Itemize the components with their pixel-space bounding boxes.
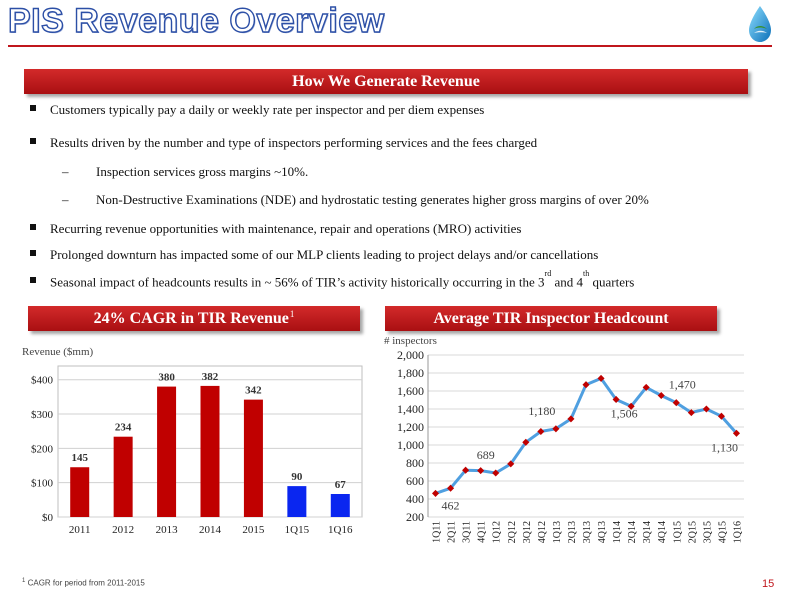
x-tick-label: 2012 [112,524,134,536]
data-point [477,467,485,475]
revenue-bar-chart: Revenue ($mm) $0 $100 $200 $300 $400 145 2011 23… [22,346,363,536]
page-title: PIS Revenue Overview [7,1,385,40]
y-tick-label: 1,600 [397,384,424,398]
y-axis-label: # inspectors [384,335,437,347]
x-tick-label: 2Q11 [447,521,458,543]
data-annotation: 1,470 [669,378,696,392]
bar [330,494,350,517]
bar [287,486,307,517]
x-tick-label: 4Q12 [537,521,548,543]
y-tick-label: 1,200 [397,420,424,434]
x-tick-label: 1Q15 [672,521,683,543]
bar [157,386,177,517]
bullet-text: Seasonal impact of headcounts results in… [50,269,635,290]
sub-bullet-text: Non-Destructive Examinations (NDE) and h… [96,192,649,207]
square-bullet-icon [30,138,36,144]
y-tick-label: $200 [31,443,54,455]
square-bullet-icon [30,250,36,256]
bar [70,467,90,517]
y-tick-label: $300 [31,409,54,421]
dash-bullet: – [62,192,69,207]
x-tick-label: 1Q13 [552,521,563,543]
square-bullet-icon [30,105,36,111]
x-tick-label: 1Q15 [285,524,310,536]
y-tick-label: 400 [406,492,424,506]
data-annotation: 1,506 [611,406,638,420]
x-tick-label: 3Q13 [582,521,593,543]
bar [113,436,133,517]
y-tick-label: $100 [31,478,54,490]
x-tick-label: 2014 [199,524,222,536]
y-tick-label: $400 [31,375,54,387]
series-line [435,376,738,495]
bar-value-label: 234 [115,422,132,434]
x-tick-label: 3Q15 [702,521,713,543]
y-tick-label: 600 [406,474,424,488]
x-tick-label: 2013 [156,524,179,536]
data-point [431,489,440,497]
bar [200,385,220,517]
data-point [657,391,665,400]
x-tick-label: 1Q16 [328,524,353,536]
data-point [672,399,680,407]
x-tick-label: 2Q14 [627,521,638,543]
data-annotation: 1,130 [711,440,738,454]
x-tick-label: 4Q15 [717,521,728,543]
y-tick-label: 2,000 [397,348,424,362]
x-tick-label: 3Q14 [642,521,653,543]
bar [243,399,263,517]
x-tick-label: 2Q15 [687,521,698,543]
x-tick-label: 3Q11 [462,521,473,543]
x-tick-label: 2Q12 [507,521,518,543]
x-tick-label: 2015 [242,524,265,536]
y-tick-label: $0 [42,512,54,524]
y-axis-label: Revenue ($mm) [22,346,94,358]
x-tick-label: 1Q14 [612,521,623,543]
page-number: 15 [762,578,775,590]
dash-bullet: – [62,164,69,179]
bar-value-label: 90 [291,471,303,483]
title-divider [8,45,772,47]
y-tick-label: 1,000 [397,438,424,452]
square-bullet-icon [30,224,36,230]
y-tick-label: 200 [406,510,424,524]
bar-value-label: 145 [71,452,88,464]
data-annotation: 1,180 [528,404,555,418]
y-tick-label: 1,800 [397,366,424,380]
footnote: 1 CAGR for period from 2011-2015 [22,578,145,588]
x-tick-label: 3Q12 [522,521,533,543]
bullet-text: Results driven by the number and type of… [50,135,538,150]
bar-value-label: 380 [158,372,175,384]
x-tick-label: 2011 [69,524,91,536]
headcount-chart-banner: Average TIR Inspector Headcount [385,306,717,331]
bullet-text: Prolonged downturn has impacted some of … [50,247,599,262]
revenue-section-banner: How We Generate Revenue [24,69,748,94]
data-point [642,383,650,391]
revenue-chart-banner: 24% CAGR in TIR Revenue 1 [28,306,360,331]
headcount-line-chart: # inspectors 200 400 600 800 1,000 1,200 1,400 1… [384,335,744,543]
water-drop-icon [749,6,771,42]
x-tick-label: 1Q12 [492,521,503,543]
y-tick-label: 1,400 [397,402,424,416]
bar-value-label: 342 [245,385,262,397]
bar-value-label: 382 [202,371,219,383]
x-tick-label: 1Q16 [732,521,743,543]
sub-bullet-text: Inspection services gross margins ~10%. [96,164,309,179]
bar-value-label: 67 [335,479,347,491]
data-annotation: 462 [442,498,460,512]
x-tick-label: 4Q13 [597,521,608,543]
x-tick-label: 1Q11 [432,521,443,543]
bullet-text: Customers typically pay a daily or weekl… [50,102,485,117]
y-tick-label: 800 [406,456,424,470]
x-tick-label: 4Q11 [477,521,488,543]
data-annotation: 689 [477,448,495,462]
x-tick-label: 4Q14 [657,521,668,543]
data-point [462,466,470,474]
data-point [732,429,741,437]
data-point [507,460,515,468]
x-tick-label: 2Q13 [567,521,578,543]
bullet-text: Recurring revenue opportunities with mai… [50,221,522,236]
square-bullet-icon [30,277,36,283]
